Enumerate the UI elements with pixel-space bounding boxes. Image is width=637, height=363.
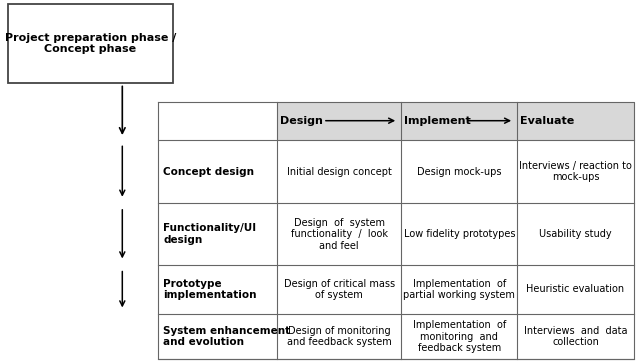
Text: Implementation  of
monitoring  and
feedback system: Implementation of monitoring and feedbac…: [413, 320, 506, 353]
Text: Concept design: Concept design: [163, 167, 254, 176]
Text: Usability study: Usability study: [539, 229, 612, 239]
Text: Low fidelity prototypes: Low fidelity prototypes: [403, 229, 515, 239]
Text: Design: Design: [280, 116, 323, 126]
Bar: [277, 102, 634, 140]
Text: Design  of  system
functionality  /  look
and feel: Design of system functionality / look an…: [290, 217, 388, 251]
Text: Prototype
implementation: Prototype implementation: [163, 279, 257, 300]
Text: Implement: Implement: [404, 116, 471, 126]
Text: Design of monitoring
and feedback system: Design of monitoring and feedback system: [287, 326, 392, 347]
Text: Interviews / reaction to
mock-ups: Interviews / reaction to mock-ups: [519, 161, 632, 182]
Text: Design mock-ups: Design mock-ups: [417, 167, 501, 176]
Text: System enhancement
and evolution: System enhancement and evolution: [163, 326, 290, 347]
Text: Evaluate: Evaluate: [520, 116, 575, 126]
Text: Functionality/UI
design: Functionality/UI design: [163, 223, 256, 245]
Text: Design of critical mass
of system: Design of critical mass of system: [283, 279, 395, 300]
Text: Initial design concept: Initial design concept: [287, 167, 392, 176]
Text: Heuristic evaluation: Heuristic evaluation: [526, 285, 625, 294]
Bar: [8, 4, 173, 83]
Text: Project preparation phase /
Concept phase: Project preparation phase / Concept phas…: [4, 33, 176, 54]
Text: Implementation  of
partial working system: Implementation of partial working system: [403, 279, 515, 300]
Text: Interviews  and  data
collection: Interviews and data collection: [524, 326, 627, 347]
